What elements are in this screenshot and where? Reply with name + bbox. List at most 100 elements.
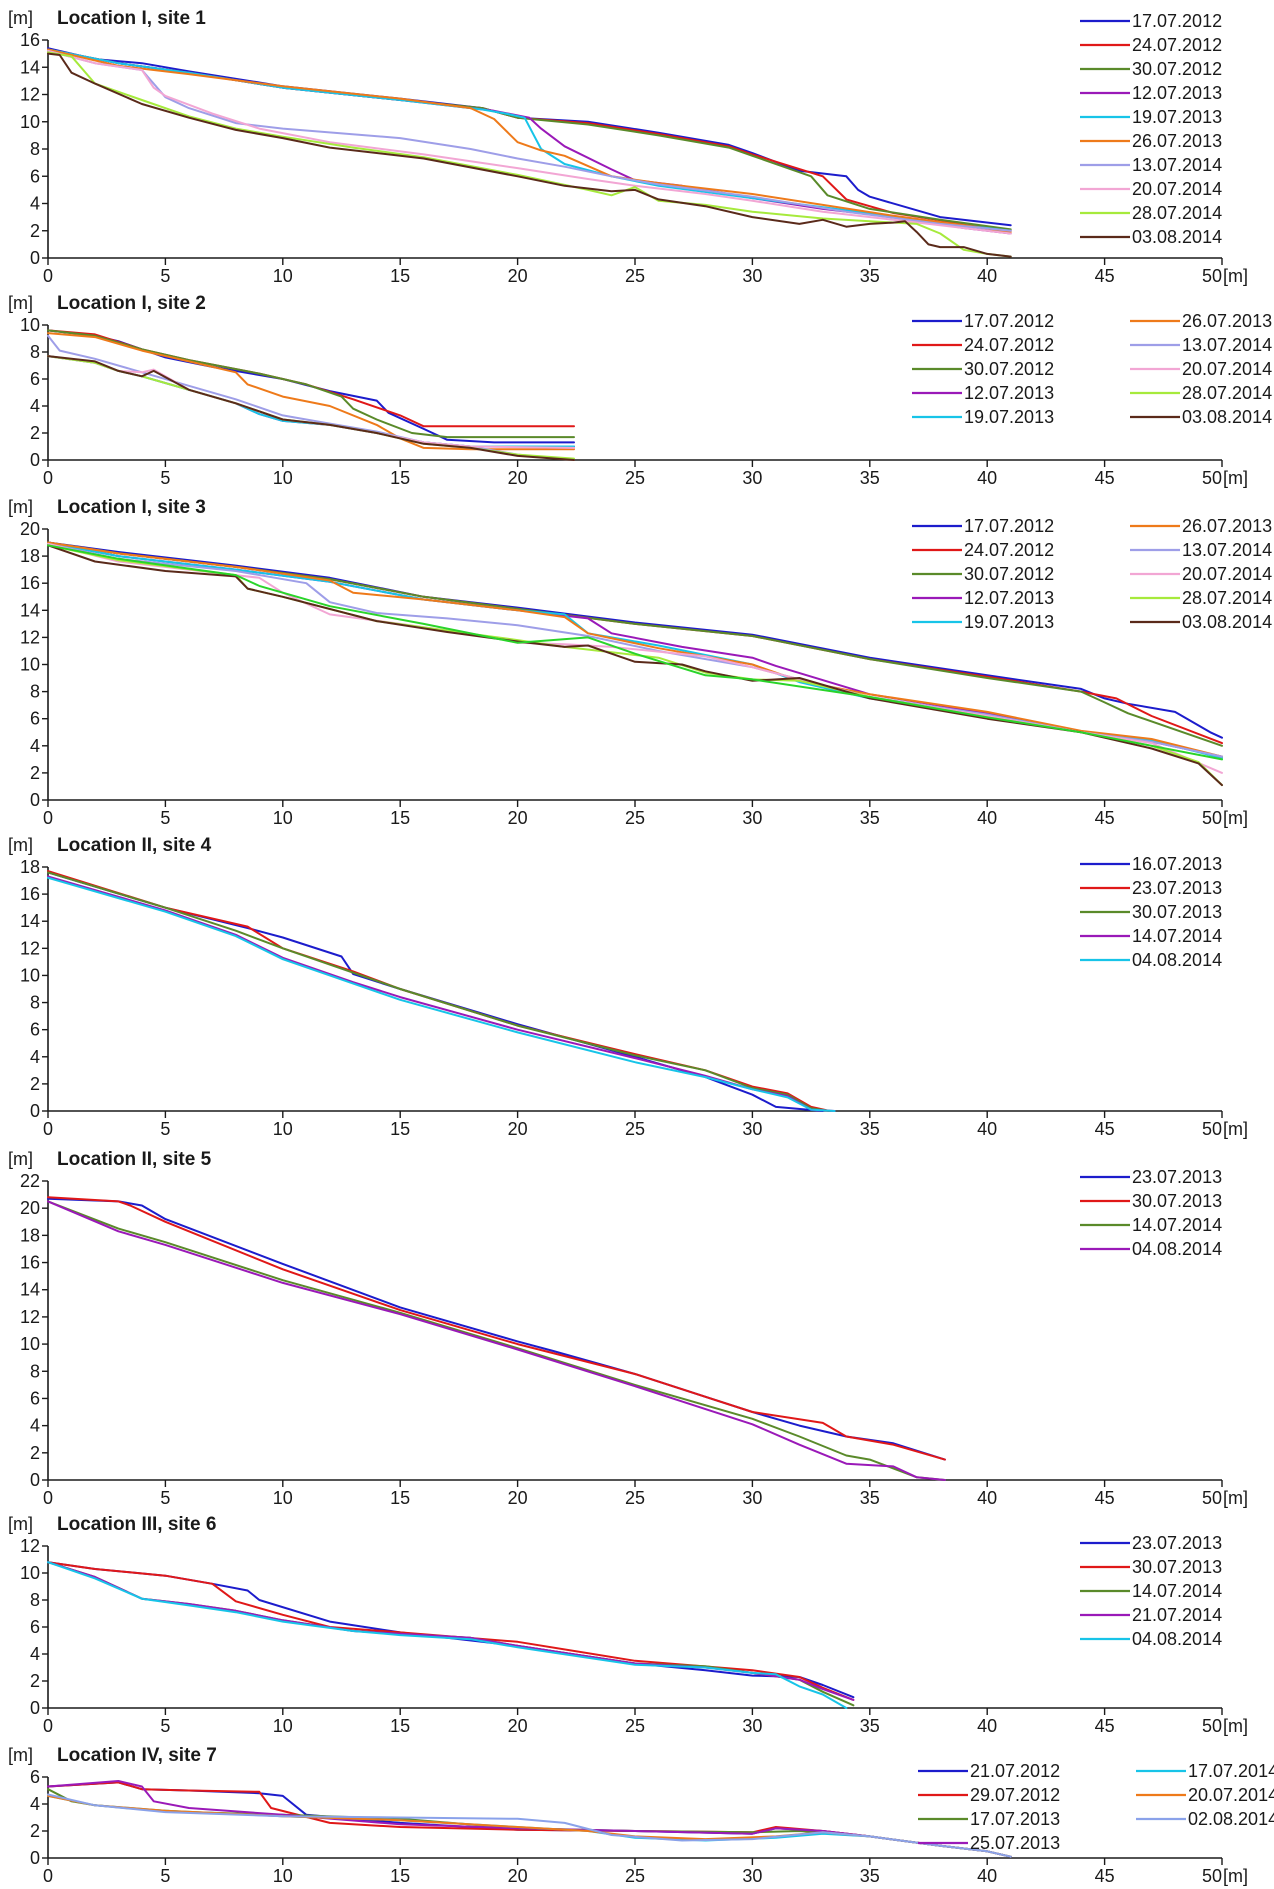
y-tick-label: 6	[30, 1020, 40, 1040]
y-tick-label: 4	[30, 1047, 40, 1067]
series-line-13.07.2014	[47, 334, 575, 461]
chart-title: Location II, site 4	[57, 835, 212, 856]
x-tick-label: 35	[860, 1866, 880, 1886]
x-tick-label: 0	[43, 1716, 53, 1736]
x-tick-label: 45	[1095, 1119, 1115, 1139]
y-tick-label: 6	[30, 1388, 40, 1408]
series-line-17.07.2014	[47, 1794, 1012, 1858]
x-tick-label: 35	[860, 1488, 880, 1508]
legend-label: 12.07.2013	[964, 588, 1054, 608]
x-tick-label: 45	[1095, 266, 1115, 286]
chart-title: Location III, site 6	[57, 1514, 216, 1535]
y-tick-label: 8	[30, 993, 40, 1013]
legend-label: 17.07.2014	[1188, 1761, 1274, 1781]
y-tick-label: 2	[30, 1821, 40, 1841]
legend-label: 24.07.2012	[964, 335, 1054, 355]
y-tick-label: 10	[20, 655, 40, 675]
series-line-30.07.2012	[47, 48, 1012, 231]
legend-label: 17.07.2013	[970, 1809, 1060, 1829]
series-line-14.07.2014	[47, 875, 836, 1112]
legend-label: 21.07.2012	[970, 1761, 1060, 1781]
x-tick-label: 35	[860, 808, 880, 828]
x-tick-label: 10	[273, 1866, 293, 1886]
series-line-23.07.2013	[47, 1561, 855, 1699]
y-tick-label: 20	[20, 1198, 40, 1218]
series-line-14.07.2014	[47, 1200, 946, 1481]
chart-panel-2: [m] Location I, site 2 0 2 4 6 8 10 0 5 10 15 20 25 30…	[8, 293, 1272, 488]
y-tick-label: 4	[30, 1644, 40, 1664]
y-tick-label: 4	[30, 1416, 40, 1436]
series-line-02.08.2014	[47, 1793, 1012, 1858]
series-line-04.08.2014	[47, 1561, 848, 1709]
x-tick-label: 35	[860, 266, 880, 286]
y-tick-label: 16	[20, 884, 40, 904]
x-tick-label: 30	[742, 1866, 762, 1886]
legend-label: 13.07.2014	[1132, 155, 1222, 175]
y-tick-label: 14	[20, 600, 40, 620]
legend-label: 03.08.2014	[1182, 407, 1272, 427]
x-tick-label: 45	[1095, 808, 1115, 828]
y-tick-label: 4	[30, 194, 40, 214]
series-line-unlabelled	[47, 544, 1223, 761]
x-unit-label: [m]	[1223, 1866, 1248, 1886]
chart-title: Location I, site 1	[57, 8, 206, 29]
x-tick-label: 40	[977, 1716, 997, 1736]
series-line-26.07.2013	[47, 541, 1223, 758]
legend-label: 23.07.2013	[1132, 878, 1222, 898]
legend-label: 12.07.2013	[1132, 83, 1222, 103]
x-tick-label: 15	[390, 1866, 410, 1886]
y-tick-label: 18	[20, 857, 40, 877]
x-tick-label: 20	[508, 1716, 528, 1736]
legend-label: 02.08.2014	[1188, 1809, 1274, 1829]
series-line-17.07.2013	[47, 1788, 1012, 1858]
series-line-21.07.2014	[47, 1561, 855, 1701]
legend-label: 24.07.2012	[964, 540, 1054, 560]
y-tick-label: 18	[20, 546, 40, 566]
x-tick-label: 20	[508, 1866, 528, 1886]
series-line-30.07.2013	[47, 1196, 946, 1461]
x-unit-label: [m]	[1223, 266, 1248, 286]
x-tick-label: 5	[160, 1119, 170, 1139]
legend-label: 14.07.2014	[1132, 926, 1222, 946]
x-tick-label: 30	[742, 1119, 762, 1139]
series-line-20.07.2014	[47, 49, 1012, 235]
legend-label: 23.07.2013	[1132, 1167, 1222, 1187]
x-tick-label: 30	[742, 1716, 762, 1736]
x-tick-label: 45	[1095, 468, 1115, 488]
x-unit-label: [m]	[1223, 1119, 1248, 1139]
x-tick-label: 0	[43, 1488, 53, 1508]
x-tick-label: 10	[273, 808, 293, 828]
legend-label: 25.07.2013	[970, 1833, 1060, 1853]
chart-panel-7: [m] Location IV, site 7 0 2 4 6 0 5 10 15 20 25 30 35…	[8, 1745, 1274, 1886]
series-line-26.07.2013	[47, 332, 575, 451]
legend-label: 28.07.2014	[1182, 588, 1272, 608]
y-tick-label: 6	[30, 369, 40, 389]
legend-label: 21.07.2014	[1132, 1605, 1222, 1625]
x-tick-label: 25	[625, 1119, 645, 1139]
x-tick-label: 15	[390, 468, 410, 488]
x-tick-label: 15	[390, 1119, 410, 1139]
x-tick-label: 15	[390, 808, 410, 828]
y-unit-label: [m]	[8, 1149, 33, 1169]
series-line-30.07.2013	[47, 871, 831, 1112]
x-tick-label: 30	[742, 808, 762, 828]
x-tick-label: 20	[508, 808, 528, 828]
legend-label: 23.07.2013	[1132, 1533, 1222, 1553]
x-tick-label: 40	[977, 1488, 997, 1508]
y-tick-label: 0	[30, 1101, 40, 1121]
x-tick-label: 50	[1202, 468, 1222, 488]
x-tick-label: 25	[625, 1488, 645, 1508]
series-line-23.07.2013	[47, 1197, 946, 1461]
x-tick-label: 15	[390, 1716, 410, 1736]
x-tick-label: 40	[977, 1119, 997, 1139]
legend-label: 14.07.2014	[1132, 1581, 1222, 1601]
y-unit-label: [m]	[8, 1514, 33, 1534]
legend-label: 19.07.2013	[1132, 107, 1222, 127]
legend-label: 20.07.2014	[1182, 564, 1272, 584]
y-unit-label: [m]	[8, 8, 33, 28]
legend-label: 26.07.2013	[1182, 516, 1272, 536]
chart-title: Location II, site 5	[57, 1149, 212, 1170]
x-tick-label: 25	[625, 808, 645, 828]
y-tick-label: 14	[20, 57, 40, 77]
